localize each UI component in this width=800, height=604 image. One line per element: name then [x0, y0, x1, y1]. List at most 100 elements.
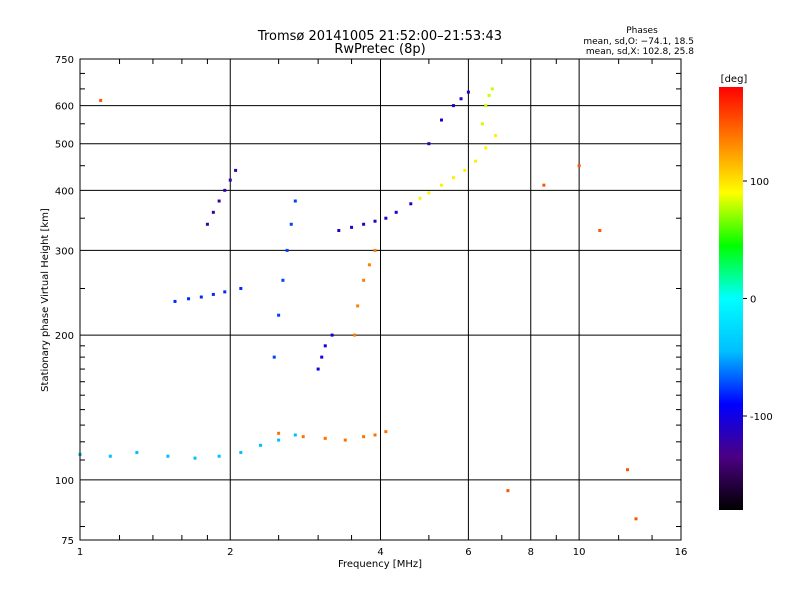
data-point [362, 435, 366, 439]
colorbar-tick-label: -100 [750, 412, 773, 423]
x-tick-label: 6 [465, 547, 471, 558]
scatter-points [78, 87, 638, 521]
y-tick-label: 400 [55, 186, 74, 197]
data-point [301, 435, 305, 439]
y-tick-label: 100 [55, 476, 74, 487]
data-point [490, 87, 494, 91]
data-point [199, 295, 203, 299]
data-point [542, 183, 546, 187]
data-point [362, 278, 366, 282]
data-point [234, 168, 238, 172]
plot-area-frame [79, 58, 682, 541]
data-point [484, 104, 488, 108]
data-point [323, 344, 327, 348]
data-point [277, 438, 281, 442]
x-tick-label: 16 [675, 547, 688, 558]
data-point [217, 199, 221, 203]
data-point [217, 454, 221, 458]
x-tick-label: 8 [528, 547, 534, 558]
data-point [223, 290, 227, 294]
data-point [484, 146, 488, 150]
data-point [323, 436, 327, 440]
y-tick-label: 75 [61, 536, 74, 547]
y-tick-label: 300 [55, 246, 74, 257]
data-point [418, 196, 422, 200]
data-point [427, 191, 431, 195]
data-point [487, 93, 491, 97]
y-axis-label: Stationary phase Virtual Height [km] [40, 208, 51, 392]
axis-ticks: 1 2 4 6 8 10 16 75 100 200 300 400 500 600 750 [55, 55, 687, 558]
data-point [285, 248, 289, 252]
data-point [480, 122, 484, 126]
data-point [451, 104, 455, 108]
data-point [473, 159, 477, 163]
data-point [394, 210, 398, 214]
data-point [211, 210, 215, 214]
y-tick-label: 600 [55, 102, 74, 113]
data-point [367, 263, 371, 267]
grid-lines [80, 59, 681, 540]
data-point [343, 438, 347, 442]
data-point [108, 454, 112, 458]
data-point [409, 202, 413, 206]
colorbar-ticks: 100 0 -100 [743, 177, 773, 423]
data-point [293, 433, 297, 437]
stats-x-line: mean, sd,X: 102.8, 25.8 [586, 47, 694, 57]
data-point [373, 433, 377, 437]
x-tick-label: 10 [573, 547, 586, 558]
data-point [634, 517, 638, 521]
data-point [440, 118, 444, 122]
data-point [466, 90, 470, 94]
data-point [362, 222, 366, 226]
stats-heading: Phases [626, 26, 658, 36]
data-point [289, 222, 293, 226]
data-point [494, 134, 498, 138]
colorbar-label: [deg] [721, 74, 748, 85]
data-point [373, 248, 377, 252]
data-point [384, 430, 388, 434]
data-point [625, 468, 629, 472]
data-point [350, 225, 354, 229]
data-point [99, 98, 103, 102]
data-point [356, 304, 360, 308]
data-point [223, 188, 227, 192]
data-point [353, 333, 357, 337]
data-point [577, 164, 581, 168]
x-tick-label: 2 [227, 547, 233, 558]
colorbar [719, 87, 743, 510]
data-point [373, 219, 377, 223]
data-point [239, 286, 243, 290]
data-point [384, 216, 388, 220]
data-point [277, 431, 281, 435]
data-point [598, 228, 602, 232]
data-point [320, 355, 324, 359]
data-point [272, 355, 276, 359]
data-point [277, 313, 281, 317]
chart-title: Tromsø 20141005 21:52:00–21:53:43 [257, 29, 502, 44]
data-point [205, 222, 209, 226]
x-axis-label: Frequency [MHz] [338, 559, 422, 570]
data-point [135, 451, 139, 455]
x-tick-label: 1 [77, 547, 83, 558]
x-tick-label: 4 [377, 547, 383, 558]
chart-subtitle: RwPretec (8p) [334, 42, 425, 57]
data-point [193, 456, 197, 460]
data-point [259, 443, 263, 447]
data-point [173, 299, 177, 303]
colorbar-tick-label: 0 [750, 295, 756, 306]
data-point [316, 367, 320, 371]
y-tick-label: 500 [55, 140, 74, 151]
data-point [440, 183, 444, 187]
data-point [293, 199, 297, 203]
data-point [281, 278, 285, 282]
data-point [427, 142, 431, 146]
data-point [187, 297, 191, 301]
data-point [506, 489, 510, 493]
data-point [459, 97, 463, 101]
data-point [337, 228, 341, 232]
data-point [330, 333, 334, 337]
data-point [211, 292, 215, 296]
colorbar-tick-label: 100 [750, 177, 769, 188]
data-point [451, 176, 455, 180]
